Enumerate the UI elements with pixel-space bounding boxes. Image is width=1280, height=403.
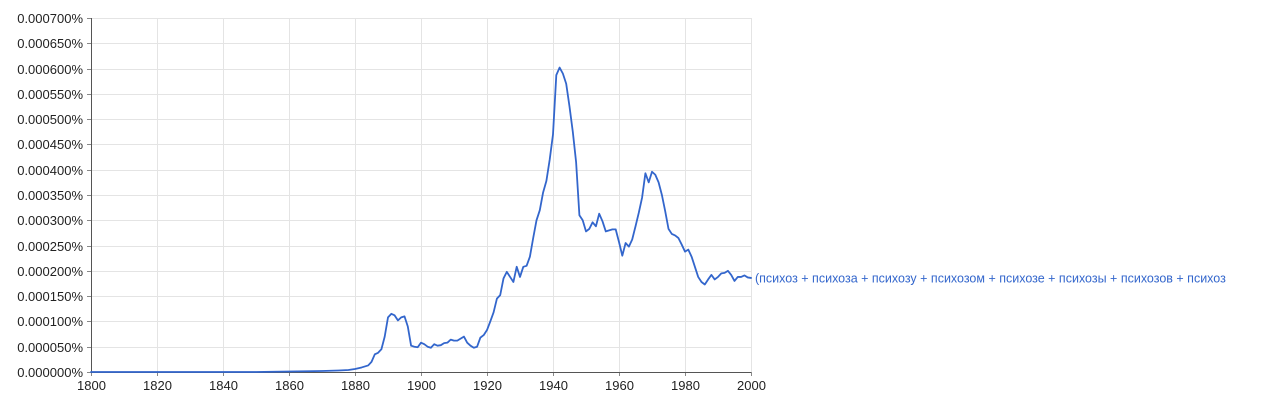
y-tick-label: 0.000200% — [17, 264, 83, 279]
x-tick-label: 1800 — [77, 378, 106, 393]
y-tick-label: 0.000400% — [17, 163, 83, 178]
y-axis-tick-labels: 0.000000% 0.000050% 0.000100% 0.000150% 0.00… — [17, 11, 83, 380]
y-tick-label: 0.000350% — [17, 188, 83, 203]
series-labels: (психоз + психоза + психозу + психозом +… — [755, 271, 1226, 285]
chart-series — [90, 66, 752, 373]
y-tick-label: 0.000450% — [17, 137, 83, 152]
y-tick-label: 0.000700% — [17, 11, 83, 26]
x-tick-label: 1960 — [605, 378, 634, 393]
y-tick-label: 0.000250% — [17, 239, 83, 254]
y-tick-label: 0.000500% — [17, 112, 83, 127]
y-tick-label: 0.000100% — [17, 314, 83, 329]
y-tick-label: 0.000050% — [17, 340, 83, 355]
chart-gridlines — [91, 18, 752, 372]
y-tick-label: 0.000550% — [17, 87, 83, 102]
x-tick-label: 1920 — [473, 378, 502, 393]
y-tick-label: 0.000000% — [17, 365, 83, 380]
x-tick-label: 2000 — [737, 378, 766, 393]
x-tick-label: 1900 — [407, 378, 436, 393]
y-tick-label: 0.000150% — [17, 289, 83, 304]
x-tick-label: 1880 — [341, 378, 370, 393]
x-tick-label: 1940 — [539, 378, 568, 393]
y-tick-label: 0.000650% — [17, 36, 83, 51]
x-tick-label: 1980 — [671, 378, 700, 393]
chart-axes — [87, 18, 752, 376]
y-tick-label: 0.000600% — [17, 62, 83, 77]
x-tick-label: 1820 — [143, 378, 172, 393]
y-tick-label: 0.000300% — [17, 213, 83, 228]
x-tick-label: 1860 — [275, 378, 304, 393]
x-tick-label: 1840 — [209, 378, 238, 393]
series-label[interactable]: (психоз + психоза + психозу + психозом +… — [755, 271, 1226, 285]
x-axis-tick-labels: 1800 1820 1840 1860 1880 1900 1920 1940 1960 1980… — [77, 378, 766, 393]
